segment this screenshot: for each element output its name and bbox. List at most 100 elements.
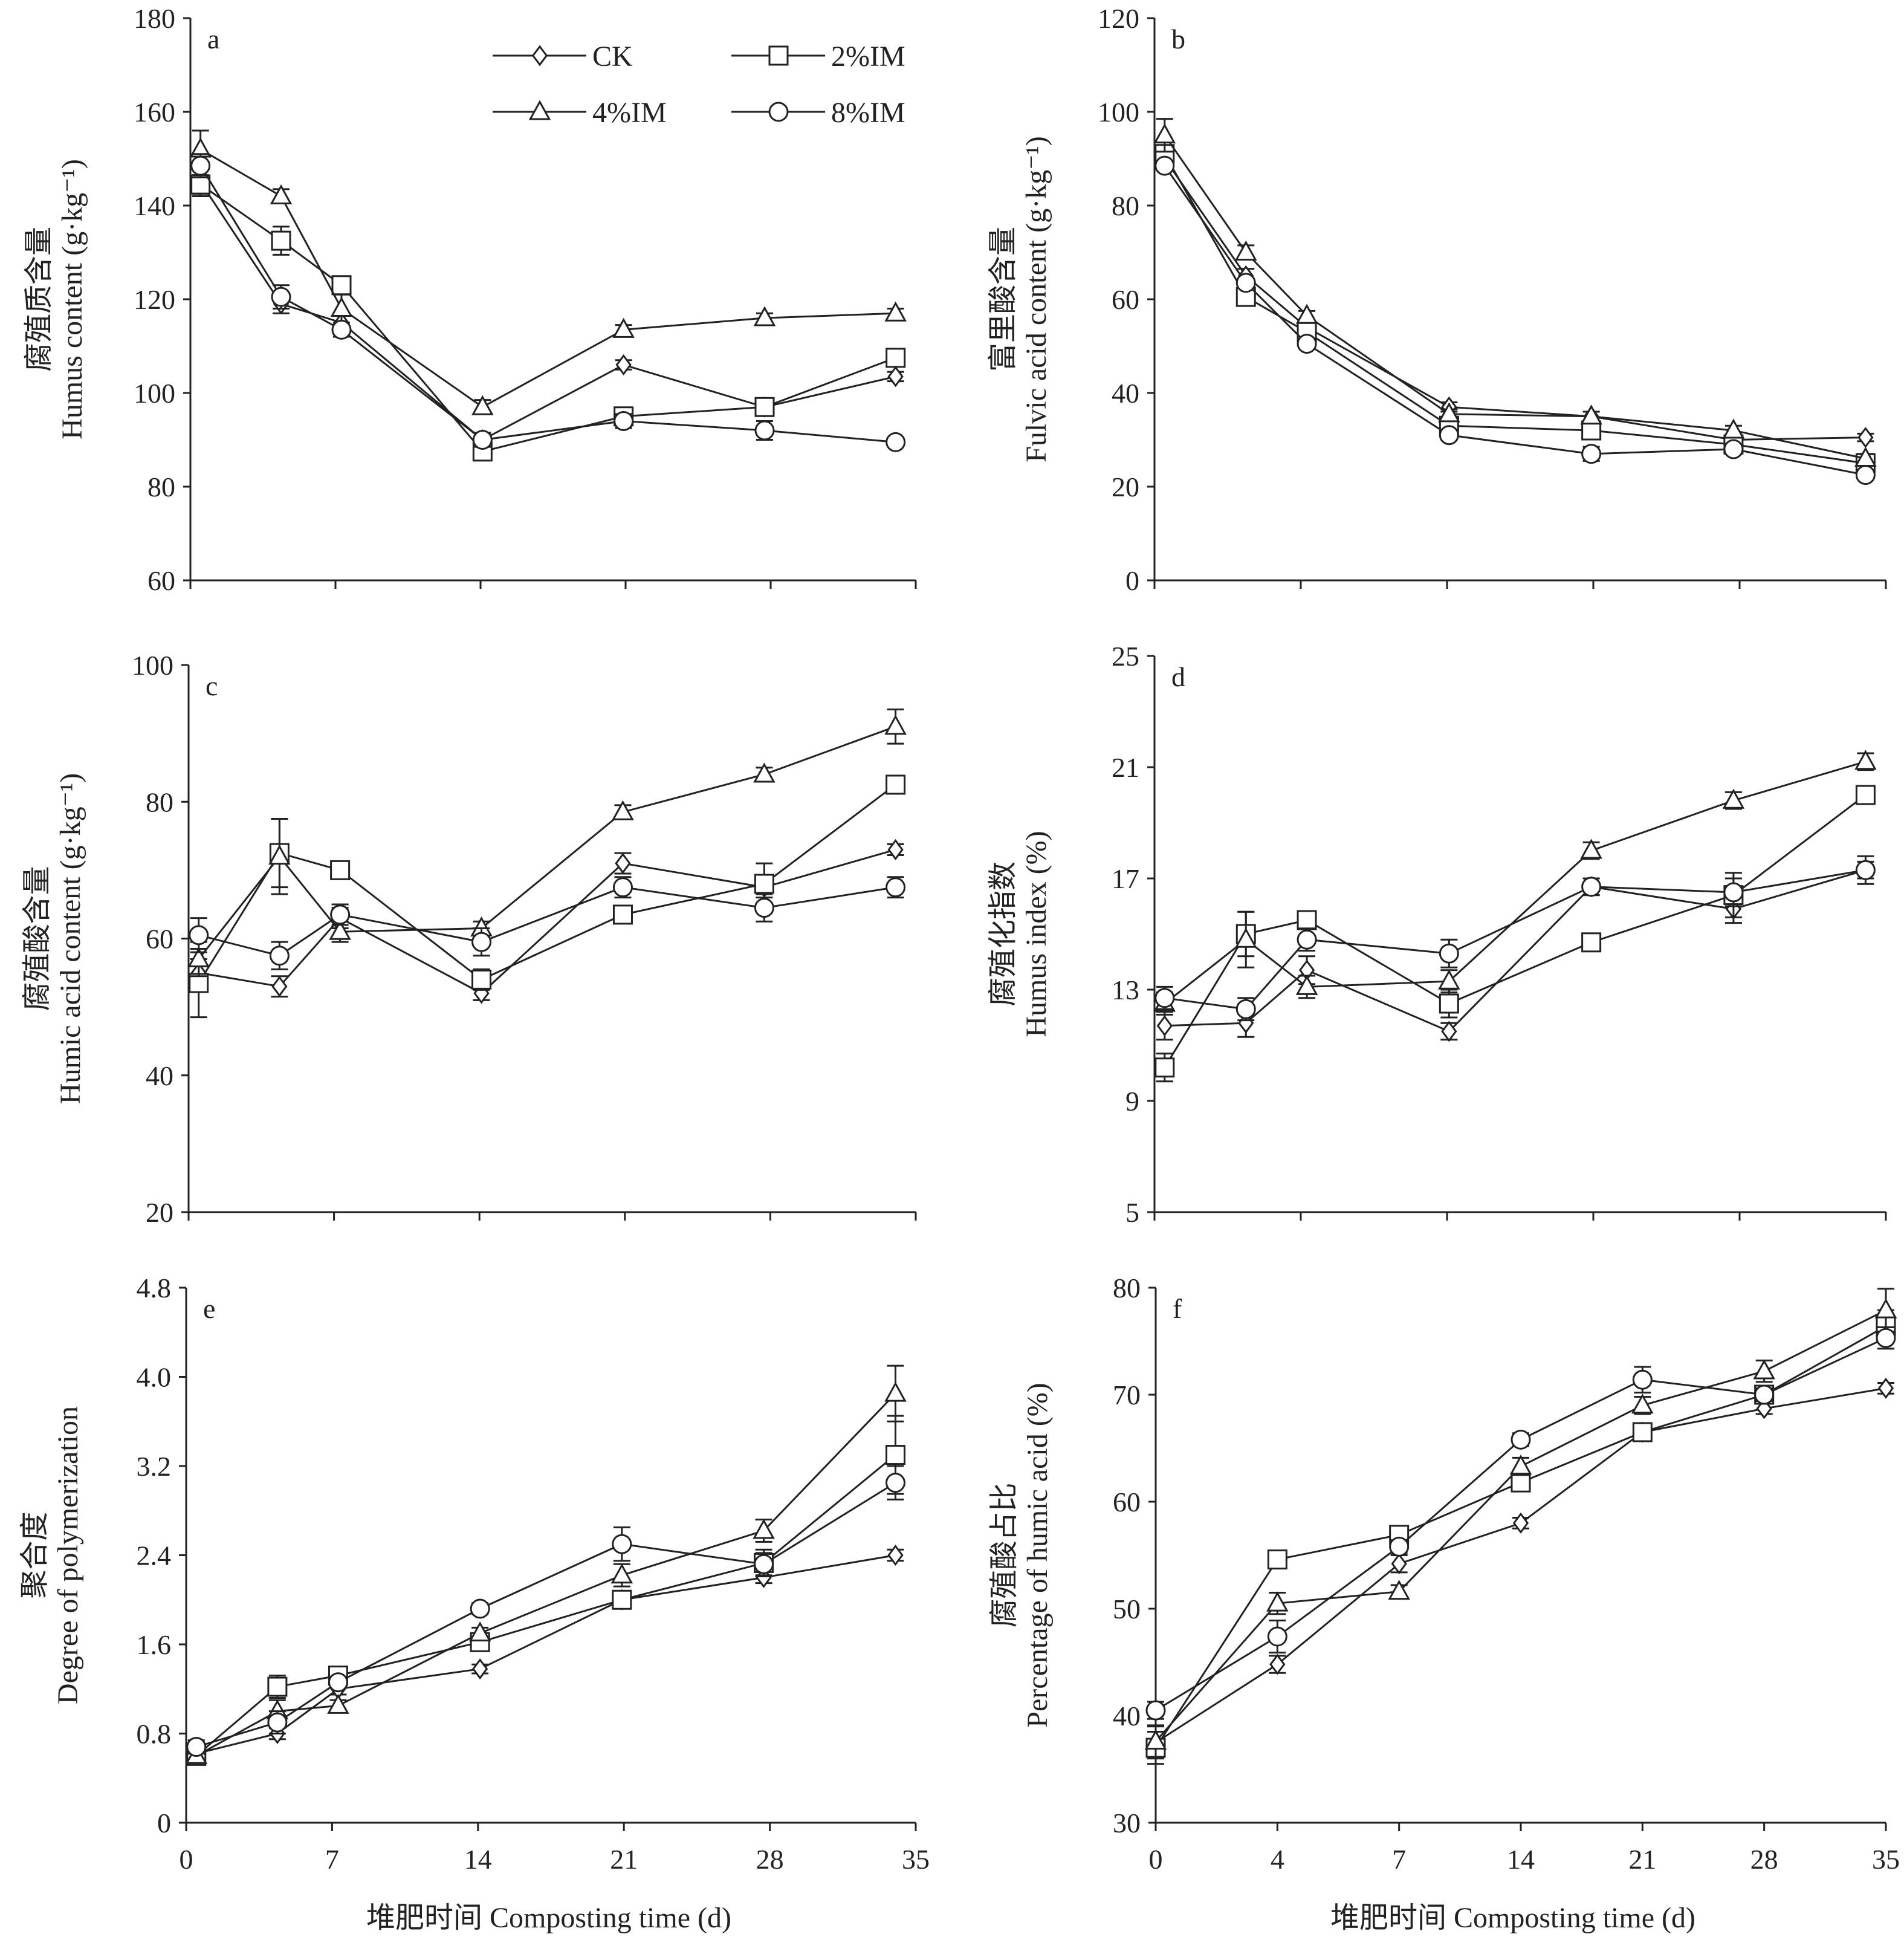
data-point [267,1676,288,1697]
series-line [198,886,896,957]
series-line [196,1554,896,1755]
data-point [1297,910,1317,930]
y-tick-label: 100 [132,650,173,681]
y-tick-label: 60 [146,924,173,955]
data-point [753,762,776,783]
data-point [330,904,351,925]
data-point [1876,1328,1896,1348]
data-point [1441,1020,1457,1042]
data-point [1439,425,1459,446]
y-tick-label: 60 [147,565,175,596]
data-point [1723,439,1744,459]
y-tick-label: 80 [1112,190,1139,221]
y-axis-label-en: Percentage of humic acid (%) [1022,1383,1054,1727]
legend-label: 2%IM [831,41,905,73]
legend-label: CK [592,41,633,73]
x-tick-label: 21 [1628,1844,1656,1875]
y-tick-label: 60 [1112,284,1139,315]
legend-item-2%IM: 2%IM [731,41,905,73]
data-point [886,432,906,452]
x-axis-title-left: 堆肥时间 Composting time (d) [366,1902,731,1934]
data-point [1511,1429,1531,1450]
series-2%IM [189,774,906,1019]
y-axis-label-cn: 腐殖质含量 [23,227,55,372]
data-point [187,947,210,967]
y-tick-label: 80 [147,472,175,502]
data-point [1156,1015,1173,1037]
data-point [331,319,352,340]
data-point [1857,427,1874,449]
y-axis-label-cn: 腐殖酸含量 [21,866,53,1011]
legend-item-8%IM: 8%IM [731,97,905,129]
y-tick-label: 25 [1112,641,1139,672]
data-point [268,845,291,865]
data-point [1297,929,1317,950]
data-point [1266,1591,1289,1612]
x-tick-label: 28 [1750,1844,1778,1875]
data-point [884,301,907,322]
data-point [1153,123,1176,144]
data-point [1438,402,1460,423]
y-tick-label: 0 [1125,565,1139,596]
series-line [1164,154,1866,464]
series-line [196,1482,896,1748]
y-axis-label-cn: 富里酸含量 [987,227,1019,372]
y-axis-label-cn: 腐殖酸占比 [988,1482,1020,1627]
series-8%IM [186,1465,905,1757]
legend-label: 8%IM [831,97,905,129]
series-line [196,1393,896,1757]
data-point [1632,1369,1653,1390]
data-point [328,1672,348,1693]
series-line [1164,761,1866,1005]
series-8%IM [1154,155,1876,485]
data-point [1631,1393,1654,1414]
series-CK [192,167,904,450]
y-tick-label: 80 [146,787,173,817]
series-line [198,725,896,960]
data-point [1297,334,1317,354]
series-4%IM [187,709,907,978]
series-2%IM [186,1415,905,1766]
series-4%IM [1153,118,1877,467]
y-tick-label: 20 [1112,472,1139,502]
data-point [754,874,774,894]
data-point [1855,465,1876,485]
data-point [754,397,775,417]
y-axis-label-en: Humus index (%) [1020,831,1052,1037]
data-point [1855,860,1876,880]
data-point [1580,839,1602,859]
data-point [615,354,632,376]
y-tick-label: 21 [1112,752,1139,783]
data-point [189,925,209,946]
chart-legend: CK 2%IM 4%IM 8%IM [493,41,905,129]
y-tick-label: 2.4 [137,1540,172,1571]
data-point [1722,788,1745,809]
panel-a: 60 80 100 120 140 160 180 a 腐殖质含量 Humus content (… [23,3,917,596]
series-CK [1156,859,1874,1042]
y-tick-label: 17 [1112,863,1139,894]
data-point [472,1658,488,1680]
x-tick-label: 28 [756,1844,784,1875]
x-tick-label: 14 [464,1844,492,1875]
data-point [1509,1454,1532,1475]
panel-f: 30 40 50 60 70 80 0 4 7 14 21 28 35 f 腐殖酸占比 Percentage … [988,1273,1900,1875]
series-8%IM [1145,1326,1896,1721]
series-line [199,183,896,453]
panel-b: 0 20 40 60 80 100 120 b 富里酸含量 Fulvic acid content… [987,3,1887,596]
x-tick-label: 35 [902,1844,930,1875]
y-tick-label: 100 [1098,97,1139,128]
data-point [471,969,492,990]
legend-label: 4%IM [592,97,667,129]
y-axis-label-en: Humus content (g·kg⁻¹) [56,159,88,440]
data-point [1874,1298,1897,1319]
data-point [327,1693,349,1714]
y-tick-label: 20 [146,1197,173,1228]
data-point [754,898,774,918]
x-tick-label: 0 [180,1844,193,1875]
data-point [1269,1653,1286,1675]
data-point [271,976,288,998]
data-point [1235,999,1256,1019]
series-line [1164,869,1866,1033]
panel-letter: b [1171,24,1185,54]
